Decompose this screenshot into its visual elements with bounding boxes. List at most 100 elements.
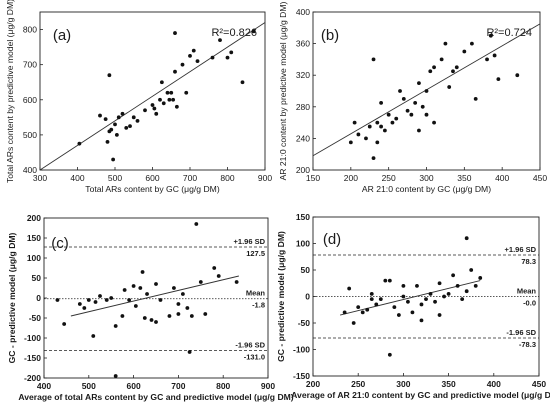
data-point — [496, 77, 501, 82]
data-point — [113, 374, 118, 378]
data-point — [174, 104, 179, 109]
y-tick-label: 0 — [36, 293, 41, 303]
chart-panel-4: 200 250 300 350 400 450 -150 -100 -50 0 50 100 150 Av… — [276, 212, 550, 400]
reference-line-value: -78.3 — [519, 340, 536, 349]
data-point — [455, 284, 460, 288]
data-point — [419, 318, 424, 323]
data-point — [169, 90, 174, 95]
reference-line-label: -1.96 SD — [506, 328, 536, 337]
data-point — [212, 266, 217, 270]
data-point — [210, 55, 215, 60]
data-point — [424, 89, 429, 93]
data-point — [171, 97, 176, 102]
y-axis-label: GC - predictive model (μg/g DM) — [276, 231, 286, 362]
data-point — [428, 69, 433, 74]
data-point — [149, 318, 154, 322]
x-tick-label: 800 — [216, 381, 230, 391]
data-point — [365, 307, 370, 312]
data-point — [460, 297, 465, 302]
data-point — [176, 302, 181, 306]
data-point — [419, 302, 424, 307]
y-tick-label: -50 — [298, 318, 311, 328]
data-point — [173, 31, 177, 35]
x-tick-label: 500 — [108, 173, 122, 183]
y-tick-label: 320 — [296, 70, 310, 80]
data-point — [469, 268, 474, 272]
reference-line-label: Mean — [517, 287, 537, 296]
y-tick-label: 50 — [32, 273, 42, 283]
data-point — [158, 97, 162, 102]
data-point — [515, 73, 520, 78]
data-point — [120, 111, 125, 116]
x-tick-label: 400 — [487, 379, 501, 389]
data-point — [473, 97, 478, 101]
data-point — [415, 284, 419, 288]
panel-label: (b) — [321, 27, 339, 44]
data-point — [124, 125, 129, 130]
data-point — [113, 324, 118, 328]
data-point — [364, 136, 368, 141]
reference-line-value: 78.3 — [521, 257, 536, 266]
data-point — [188, 53, 192, 58]
data-point — [356, 132, 361, 137]
data-point — [176, 312, 181, 316]
data-point — [433, 299, 437, 304]
data-point — [398, 89, 402, 93]
data-point — [351, 321, 356, 325]
reference-line-label: Mean — [246, 289, 266, 298]
data-point — [189, 314, 194, 318]
reference-line-value: -131.0 — [244, 352, 265, 361]
y-tick-label: 100 — [27, 253, 41, 263]
x-tick-label: 600 — [145, 173, 159, 183]
data-point — [439, 57, 444, 62]
y-axis-label: GC - predictive model (μg/g DM) — [7, 232, 17, 363]
y-tick-label: 400 — [296, 7, 310, 17]
data-point — [405, 108, 410, 113]
x-tick-label: 800 — [220, 173, 234, 183]
data-point — [114, 132, 119, 137]
y-tick-label: -100 — [293, 345, 310, 355]
data-point — [442, 294, 446, 299]
data-point — [470, 41, 474, 46]
data-point — [387, 352, 392, 357]
data-point — [387, 278, 392, 283]
data-point — [417, 128, 421, 133]
data-point — [492, 53, 497, 58]
chart-panel-3: 400 500 600 700 800 900 -200 -150 -100 -50 0 50 100 1… — [7, 213, 294, 402]
data-point — [447, 85, 452, 89]
chart-panel-2: 150 200 250 300 350 400 450200240280320360400A… — [278, 1, 547, 194]
data-point — [131, 284, 136, 288]
y-tick-label: 280 — [296, 102, 310, 112]
data-point — [446, 291, 451, 296]
data-point — [116, 115, 121, 120]
data-point — [371, 156, 376, 161]
data-point — [104, 298, 109, 302]
data-point — [348, 140, 353, 145]
data-point — [386, 112, 391, 117]
data-point — [203, 312, 208, 316]
data-point — [424, 112, 429, 117]
data-point — [180, 62, 185, 67]
x-tick-label: 700 — [171, 381, 185, 391]
data-point — [409, 112, 414, 117]
data-point — [234, 280, 239, 284]
data-point — [161, 101, 166, 106]
data-point — [152, 106, 157, 111]
data-point — [390, 120, 395, 125]
data-point — [154, 282, 158, 286]
data-point — [180, 292, 185, 296]
data-point — [488, 33, 493, 38]
y-tick-label: -150 — [293, 371, 310, 381]
data-point — [154, 111, 159, 116]
y-tick-label: -100 — [24, 333, 41, 343]
data-point — [122, 288, 127, 292]
data-point — [143, 108, 147, 113]
data-point — [240, 80, 245, 85]
data-point — [401, 294, 406, 299]
data-point — [154, 320, 158, 324]
x-tick-label: 300 — [396, 379, 410, 389]
y-tick-label: -50 — [29, 313, 42, 323]
x-tick-label: 400 — [37, 381, 51, 391]
reference-line-label: -1.96 SD — [235, 340, 265, 349]
